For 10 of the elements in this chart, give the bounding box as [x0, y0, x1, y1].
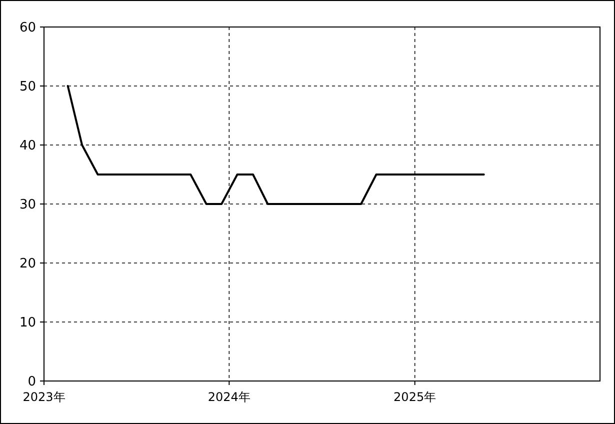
x-tick-label: 2024年: [208, 390, 250, 404]
y-tick-label: 40: [19, 138, 36, 154]
x-tick-label: 2023年: [22, 390, 66, 404]
y-tick-label: 10: [19, 316, 36, 331]
y-tick-label: 20: [19, 256, 36, 272]
y-tick-label: 60: [19, 20, 36, 36]
y-tick-label: 30: [19, 198, 36, 213]
y-tick-label: 0: [28, 374, 36, 390]
x-tick-label: 2025年: [394, 390, 436, 404]
y-tick-label: 50: [19, 80, 36, 95]
